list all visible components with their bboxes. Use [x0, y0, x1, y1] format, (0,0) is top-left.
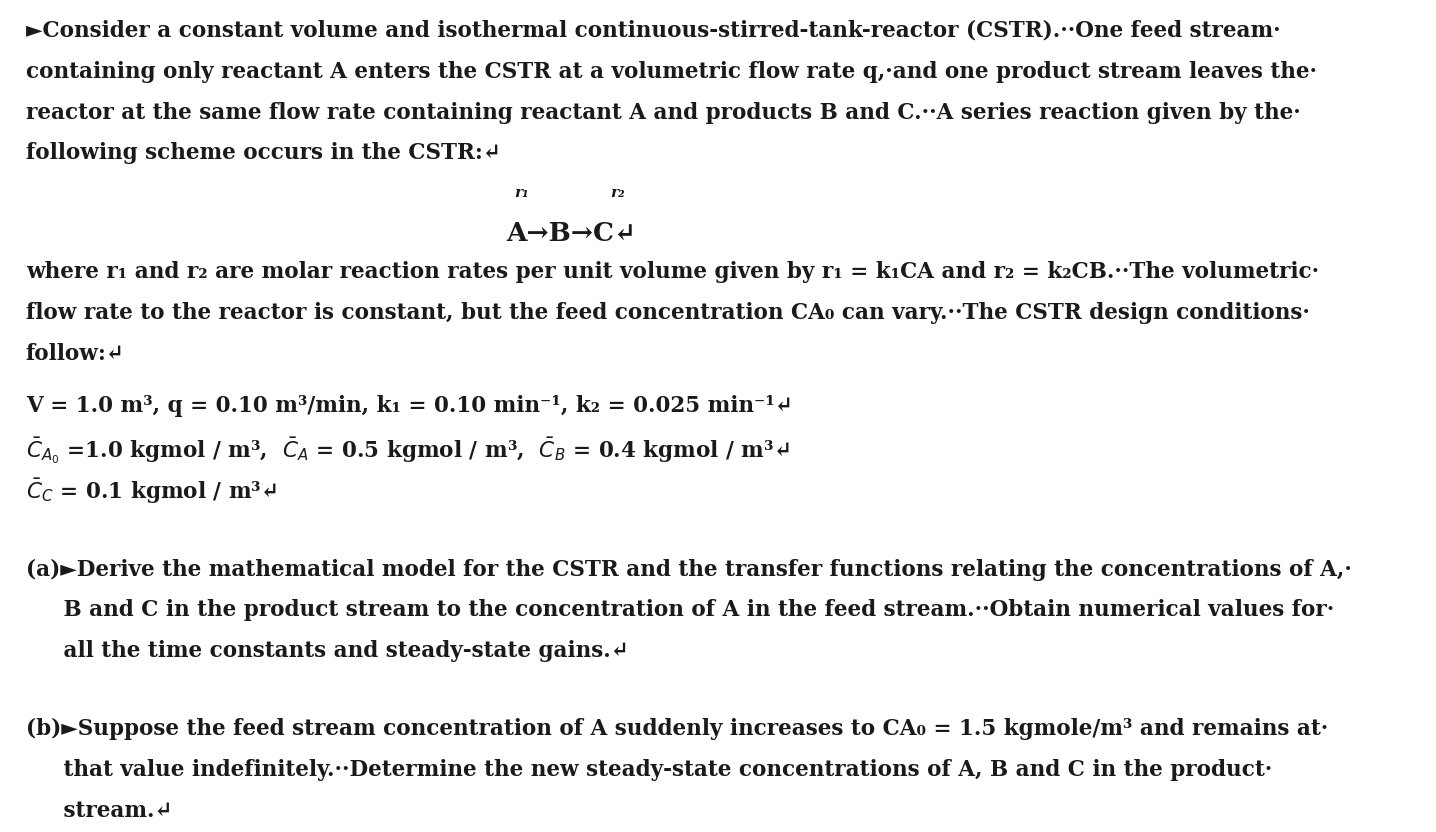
Text: A→B→C↵: A→B→C↵ [507, 220, 636, 245]
Text: containing only reactant A enters the CSTR at a volumetric flow rate q,·and one : containing only reactant A enters the CS… [26, 61, 1317, 82]
Text: follow:↵: follow:↵ [26, 343, 125, 364]
Text: $\bar{C}_{A_0}$ =1.0 kgmol / m³,  $\bar{C}_A$ = 0.5 kgmol / m³,  $\bar{C}_B$ = 0: $\bar{C}_{A_0}$ =1.0 kgmol / m³, $\bar{C… [26, 436, 790, 466]
Text: (b)►Suppose the feed stream concentration of A suddenly increases to CA₀ = 1.5 k: (b)►Suppose the feed stream concentratio… [26, 718, 1328, 740]
Text: all the time constants and steady-state gains.↵: all the time constants and steady-state … [26, 641, 629, 662]
Text: r₁: r₁ [514, 186, 528, 201]
Text: ►Consider a constant volume and isothermal continuous-stirred-tank-reactor (CSTR: ►Consider a constant volume and isotherm… [26, 20, 1281, 42]
Text: following scheme occurs in the CSTR:↵: following scheme occurs in the CSTR:↵ [26, 142, 501, 165]
Text: V = 1.0 m³, q = 0.10 m³/min, k₁ = 0.10 min⁻¹, k₂ = 0.025 min⁻¹↵: V = 1.0 m³, q = 0.10 m³/min, k₁ = 0.10 m… [26, 395, 793, 417]
Text: stream.↵: stream.↵ [26, 800, 172, 822]
Text: where r₁ and r₂ are molar reaction rates per unit volume given by r₁ = k₁CA and : where r₁ and r₂ are molar reaction rates… [26, 261, 1318, 283]
Text: $\bar{C}_C$ = 0.1 kgmol / m³↵: $\bar{C}_C$ = 0.1 kgmol / m³↵ [26, 477, 277, 506]
Text: that value indefinitely.··Determine the new steady-state concentrations of A, B : that value indefinitely.··Determine the … [26, 759, 1272, 781]
Text: (a)►Derive the mathematical model for the CSTR and the transfer functions relati: (a)►Derive the mathematical model for th… [26, 558, 1351, 581]
Text: reactor at the same flow rate containing reactant A and products B and C.··A ser: reactor at the same flow rate containing… [26, 102, 1301, 123]
Text: B and C in the product stream to the concentration of A in the feed stream.··Obt: B and C in the product stream to the con… [26, 600, 1334, 622]
Text: flow rate to the reactor is constant, but the feed concentration CA₀ can vary.··: flow rate to the reactor is constant, bu… [26, 302, 1310, 324]
Text: r₂: r₂ [610, 186, 625, 201]
